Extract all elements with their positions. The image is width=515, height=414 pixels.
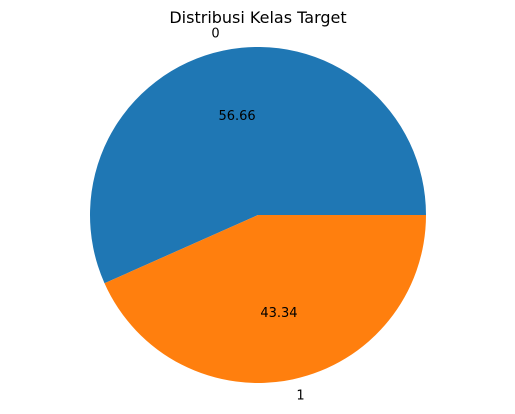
slice-value-label-0: 56.66 xyxy=(218,109,255,124)
pie-slice-1 xyxy=(104,215,427,383)
chart-title: Distribusi Kelas Target xyxy=(169,8,346,27)
slice-category-label-0: 0 xyxy=(211,27,219,42)
slice-value-label-1: 43.34 xyxy=(260,306,297,321)
slice-category-label-1: 1 xyxy=(296,388,304,403)
pie-slice-0 xyxy=(90,47,427,284)
